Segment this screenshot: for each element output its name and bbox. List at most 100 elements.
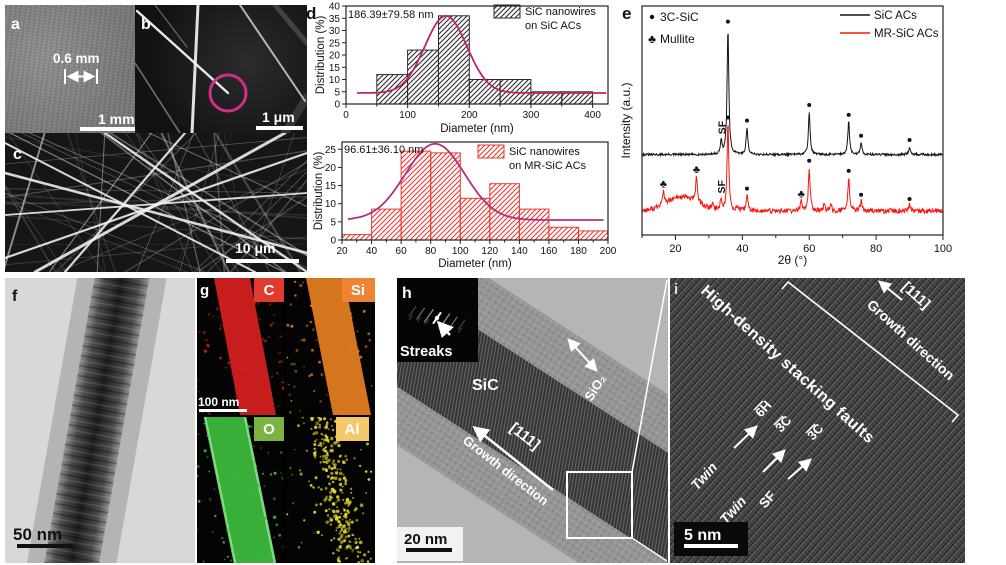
peak-marker-dot <box>745 186 750 191</box>
svg-text:10: 10 <box>329 75 341 86</box>
zoom-region-box <box>566 471 633 539</box>
zoom-connector-bottom <box>631 537 668 562</box>
zoom-connector-top <box>631 279 668 473</box>
scalebar-label-c: 10 μm <box>235 240 275 256</box>
svg-text:5: 5 <box>330 217 336 228</box>
svg-text:120: 120 <box>481 246 498 257</box>
svg-text:400: 400 <box>584 110 601 121</box>
svg-text:140: 140 <box>511 246 528 257</box>
svg-text:40: 40 <box>736 243 748 255</box>
mean-annotation: 96.61±36.10 nm <box>344 144 423 156</box>
peak-marker-dot <box>907 137 912 142</box>
svg-text:35: 35 <box>329 14 341 25</box>
histogram-bars <box>376 15 594 105</box>
svg-text:0: 0 <box>330 236 336 247</box>
sem-image-b: b 1 μm <box>134 2 311 137</box>
x-axis-label: 2θ (°) <box>778 253 807 267</box>
panel-h: Streaks h SiC SiO₂ [111] Growth directio… <box>266 200 899 565</box>
svg-text:180: 180 <box>570 246 587 257</box>
svg-text:30: 30 <box>329 26 341 37</box>
polytype-6h-label: 6H <box>752 398 774 420</box>
svg-text:100: 100 <box>399 110 416 121</box>
svg-text:0: 0 <box>334 100 340 111</box>
axis-label-i: [111] <box>898 279 933 313</box>
xrd-series-0 <box>642 33 943 158</box>
svg-text:25: 25 <box>329 38 341 49</box>
svg-text:100: 100 <box>452 246 469 257</box>
twin-label-2: Twin <box>716 493 749 527</box>
svg-text:O: O <box>263 421 275 438</box>
measurement-arrow-icon <box>64 69 98 84</box>
peak-marker-dot <box>859 192 864 197</box>
svg-text:Si: Si <box>351 282 365 299</box>
svg-text:20: 20 <box>325 163 337 174</box>
scale-bar-g <box>199 409 247 412</box>
twin-arrow-1 <box>733 425 758 449</box>
sem-image-c: c 10 μm <box>0 0 638 565</box>
svg-text:10: 10 <box>325 199 337 210</box>
core-label: SiC <box>472 377 499 394</box>
series-legend-label: MR-SiC ACs <box>874 28 939 40</box>
polytype-3c-label-2: 3C <box>804 420 827 443</box>
scale-bar-c <box>226 259 299 263</box>
svg-text:40: 40 <box>366 246 378 257</box>
svg-text:Al: Al <box>345 421 360 438</box>
element-label-o: O <box>254 417 284 441</box>
svg-text:100: 100 <box>934 243 952 255</box>
tem-image-f: f 50 nm <box>12 232 172 565</box>
legend-line-1: SiC nanowires <box>509 146 580 158</box>
mean-annotation: 186.39±79.58 nm <box>348 9 434 21</box>
series-legend-label: SiC ACs <box>874 10 917 22</box>
scale-bar-i-plate: 5 nm <box>674 522 748 556</box>
sf-annotation: SF <box>716 120 728 134</box>
svg-text:15: 15 <box>329 63 341 74</box>
highlight-circle <box>208 73 248 113</box>
svg-text:60: 60 <box>396 246 408 257</box>
y-axis-label: Distribution (%) <box>315 16 327 95</box>
svg-text:15: 15 <box>325 181 337 192</box>
legend-club-icon: ♣ <box>648 32 656 46</box>
legend-dot-icon <box>649 14 655 20</box>
svg-text:200: 200 <box>461 110 478 121</box>
scale-bar-h-plate: 20 nm <box>395 527 463 561</box>
growth-direction-label-i: Growth direction <box>864 296 958 383</box>
legend-swatch <box>493 4 521 19</box>
svg-text:0: 0 <box>343 110 349 121</box>
scalebar-label-i: 5 nm <box>684 527 721 544</box>
eds-maps: C Si O Al g 100 nm <box>197 278 375 563</box>
svg-text:20: 20 <box>329 51 341 62</box>
peak-marker-dot <box>725 19 730 24</box>
scale-bar-f <box>17 544 73 548</box>
svg-text:60: 60 <box>803 243 815 255</box>
element-label-si: Si <box>342 278 375 302</box>
panel-label-i: i <box>674 281 678 298</box>
fit-curve <box>357 15 607 94</box>
measurement-label: 0.6 mm <box>53 51 100 66</box>
scalebar-label-f: 50 nm <box>13 525 62 544</box>
svg-text:300: 300 <box>523 110 540 121</box>
peak-marker-dot <box>745 118 750 123</box>
legend-line-2: on SiC ACs <box>525 20 582 32</box>
panel-g: C Si O Al g 100 nm <box>197 278 375 563</box>
twin-label-1: Twin <box>687 459 720 493</box>
panel-label-b: b <box>141 16 151 33</box>
axis-ticks: 20 40 60 80 100 <box>641 235 952 255</box>
legend-line-2: on MR-SiC ACs <box>509 160 587 172</box>
peak-marker-club: ♣ <box>693 164 700 176</box>
peak-marker-dot <box>859 133 864 138</box>
hrtem-image-h: Streaks h SiC SiO₂ [111] Growth directio… <box>266 200 899 565</box>
sf-label-i: SF <box>756 488 779 511</box>
peak-marker-dot <box>807 102 812 107</box>
histogram-bars <box>341 150 609 241</box>
element-label-c: C <box>254 278 284 302</box>
peak-marker-dot <box>846 112 851 117</box>
peak-marker-dot <box>846 168 851 173</box>
x-axis-label: Diameter (nm) <box>438 258 512 270</box>
histogram-mr-sic-acs: 20 40 60 80 100 120 140 160 180 200 0 5 10 15 20 25 96.6… <box>313 141 617 270</box>
streaks-arrow-icon <box>436 320 454 339</box>
panel-label-h: h <box>402 285 412 302</box>
svg-text:160: 160 <box>541 246 558 257</box>
scalebar-label-b: 1 μm <box>262 109 295 125</box>
panel-label-f: f <box>12 288 18 305</box>
